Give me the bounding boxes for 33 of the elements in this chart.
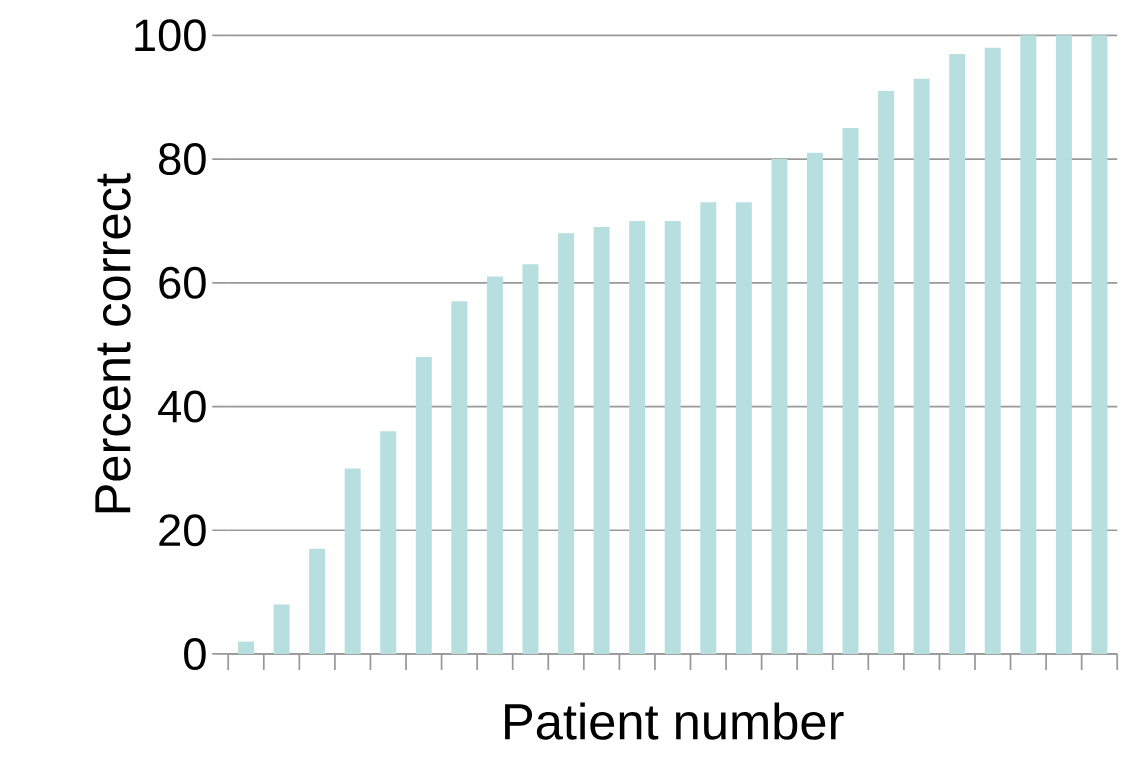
y-tick-label: 20 [159, 514, 206, 547]
bar [1020, 35, 1037, 654]
bar [1055, 35, 1072, 654]
bar [878, 91, 895, 654]
bar [451, 301, 468, 654]
bar [984, 47, 1001, 654]
bar [558, 233, 575, 654]
bar [238, 641, 254, 654]
bar [629, 220, 646, 654]
bar [344, 468, 361, 654]
bar [771, 159, 788, 654]
bar [735, 202, 752, 654]
bar [949, 53, 966, 654]
y-tick-label: 60 [159, 266, 206, 299]
bar [380, 431, 397, 654]
y-tick-label: 80 [159, 143, 206, 176]
bar [273, 604, 290, 654]
bar [593, 227, 610, 654]
bar [522, 264, 539, 654]
x-axis-title: Patient number [505, 702, 844, 740]
y-axis-title: Percent correct [95, 173, 131, 513]
bar [309, 548, 326, 654]
y-tick-label: 0 [184, 637, 206, 671]
bar [415, 357, 432, 654]
y-tick-label: 100 [135, 19, 206, 52]
bar [664, 220, 681, 654]
bar [700, 202, 717, 654]
bar [913, 78, 930, 654]
bar [486, 276, 503, 654]
bar [1091, 35, 1108, 654]
bar [842, 128, 859, 654]
bar [806, 152, 823, 654]
y-tick-label: 40 [158, 390, 206, 423]
